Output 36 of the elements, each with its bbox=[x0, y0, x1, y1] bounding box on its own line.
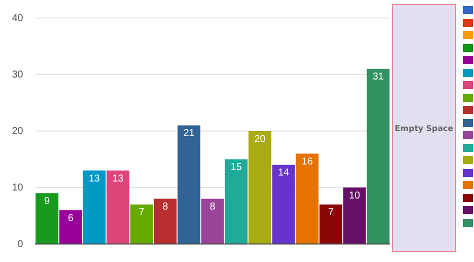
bar bbox=[154, 198, 177, 244]
data-label: 20 bbox=[254, 134, 266, 145]
bar bbox=[366, 68, 390, 244]
bar bbox=[106, 170, 130, 244]
data-label: 16 bbox=[302, 156, 314, 168]
bar bbox=[343, 188, 366, 244]
data-label: 9 bbox=[44, 196, 50, 207]
data-label: 13 bbox=[112, 173, 124, 184]
data-label: 7 bbox=[328, 207, 334, 218]
placeholder-box: Empty Space bbox=[392, 4, 456, 252]
bar bbox=[296, 154, 319, 244]
bar bbox=[59, 210, 82, 244]
y-tick-label: 20 bbox=[12, 126, 24, 137]
bar bbox=[248, 131, 272, 244]
bar bbox=[82, 170, 106, 244]
bar bbox=[36, 193, 58, 244]
data-label: 14 bbox=[278, 168, 290, 179]
bar bbox=[224, 159, 248, 244]
data-label: 8 bbox=[162, 202, 168, 213]
data-label: 7 bbox=[138, 207, 145, 218]
bar bbox=[178, 125, 200, 244]
data-label: 6 bbox=[68, 212, 74, 224]
data-label: 13 bbox=[88, 173, 100, 184]
y-tick-label: 0 bbox=[18, 238, 24, 250]
y-tick-label: 10 bbox=[12, 182, 24, 194]
data-label: 21 bbox=[183, 128, 195, 140]
bar bbox=[201, 198, 224, 244]
data-label: 10 bbox=[348, 190, 361, 202]
y-tick-label: 30 bbox=[12, 69, 24, 80]
bar bbox=[272, 164, 295, 244]
data-label: 15 bbox=[230, 162, 242, 173]
bar bbox=[320, 204, 342, 244]
bar bbox=[130, 204, 153, 244]
data-label: 31 bbox=[372, 72, 384, 83]
data-label: 8 bbox=[210, 202, 216, 213]
y-tick-label: 40 bbox=[12, 12, 24, 24]
